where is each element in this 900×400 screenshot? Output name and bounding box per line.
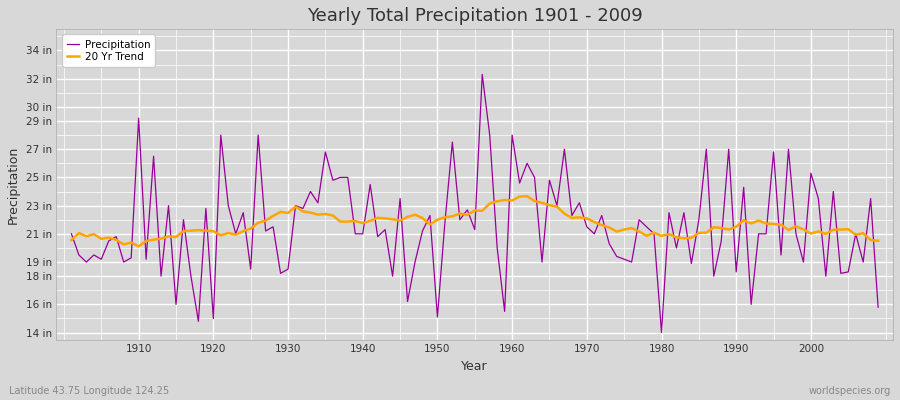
Precipitation bbox=[507, 133, 517, 138]
Precipitation bbox=[290, 203, 301, 208]
Precipitation bbox=[604, 241, 615, 246]
Precipitation bbox=[477, 72, 488, 77]
X-axis label: Year: Year bbox=[462, 360, 488, 373]
20 Yr Trend bbox=[66, 238, 77, 242]
Legend: Precipitation, 20 Yr Trend: Precipitation, 20 Yr Trend bbox=[62, 34, 156, 67]
Y-axis label: Precipitation: Precipitation bbox=[7, 145, 20, 224]
20 Yr Trend bbox=[611, 229, 622, 234]
Precipitation bbox=[66, 232, 77, 236]
Text: Latitude 43.75 Longitude 124.25: Latitude 43.75 Longitude 124.25 bbox=[9, 386, 169, 396]
Precipitation bbox=[514, 181, 525, 186]
20 Yr Trend bbox=[522, 194, 533, 199]
20 Yr Trend bbox=[342, 219, 353, 224]
Line: Precipitation: Precipitation bbox=[71, 74, 878, 332]
Precipitation bbox=[126, 256, 137, 260]
20 Yr Trend bbox=[507, 198, 517, 203]
Text: worldspecies.org: worldspecies.org bbox=[809, 386, 891, 396]
Line: 20 Yr Trend: 20 Yr Trend bbox=[71, 196, 878, 246]
Precipitation bbox=[656, 330, 667, 335]
Precipitation bbox=[335, 175, 346, 180]
20 Yr Trend bbox=[514, 194, 525, 199]
20 Yr Trend bbox=[133, 244, 144, 249]
Precipitation bbox=[873, 305, 884, 310]
20 Yr Trend bbox=[873, 238, 884, 243]
Title: Yearly Total Precipitation 1901 - 2009: Yearly Total Precipitation 1901 - 2009 bbox=[307, 7, 643, 25]
20 Yr Trend bbox=[126, 240, 137, 245]
20 Yr Trend bbox=[298, 209, 309, 214]
